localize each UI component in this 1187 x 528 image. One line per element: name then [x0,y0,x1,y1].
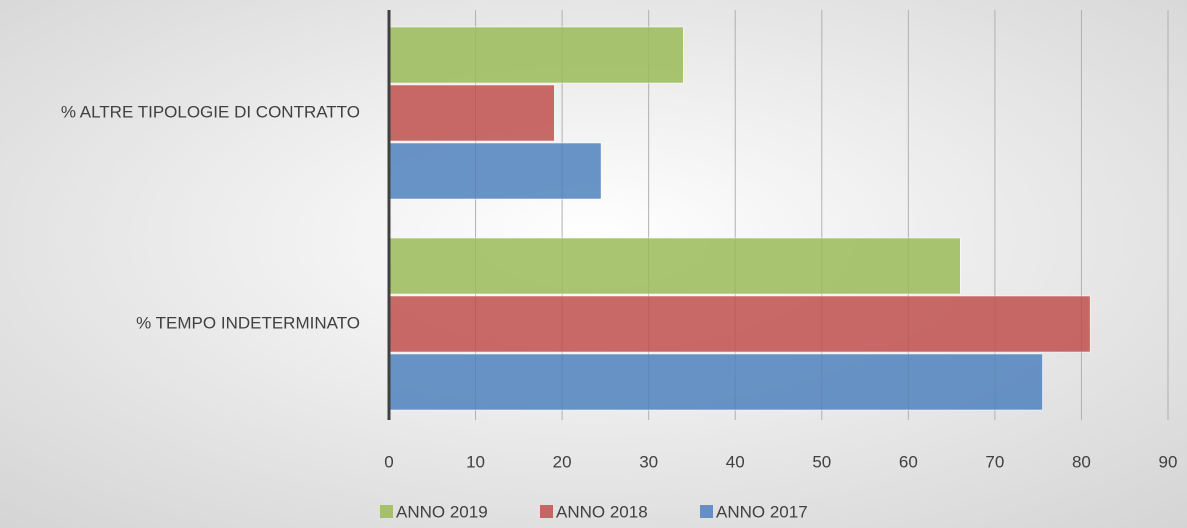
bar [388,84,555,142]
legend-swatch [540,505,553,518]
x-tick-label: 10 [466,452,485,471]
x-tick-label: 40 [726,452,745,471]
legend-label: ANNO 2018 [556,502,648,521]
bar [388,295,1091,353]
bar [388,26,684,84]
y-tick-label: % TEMPO INDETERMINATO [136,313,360,332]
x-tick-label: 90 [1159,452,1178,471]
x-tick-label: 80 [1072,452,1091,471]
legend-swatch [700,505,713,518]
bar [388,237,961,295]
x-tick-label: 60 [899,452,918,471]
bar [388,353,1043,411]
legend-swatch [380,505,393,518]
x-tick-label: 70 [985,452,1004,471]
x-tick-label: 0 [384,452,393,471]
x-tick-label: 50 [812,452,831,471]
y-tick-label: % ALTRE TIPOLOGIE DI CONTRATTO [61,102,360,121]
x-tick-label: 20 [553,452,572,471]
bar [388,142,602,200]
legend-label: ANNO 2017 [716,502,808,521]
x-tick-label: 30 [639,452,658,471]
legend-label: ANNO 2019 [396,502,488,521]
